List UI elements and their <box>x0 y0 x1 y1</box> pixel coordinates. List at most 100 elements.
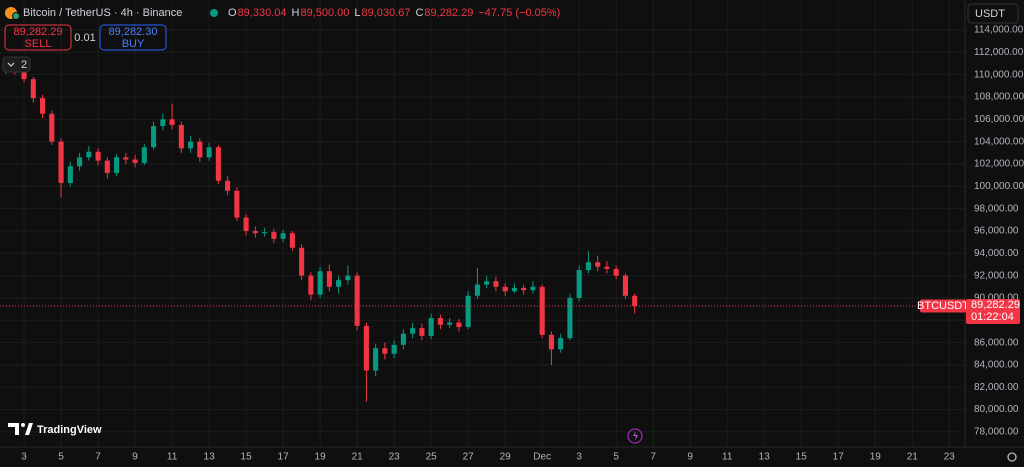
x-tick-label: 17 <box>833 452 845 463</box>
y-tick-label: 114,000.00 <box>974 25 1024 36</box>
candle-body <box>604 266 610 269</box>
candle-body <box>400 333 406 345</box>
events-bolt <box>633 431 638 441</box>
candle-body <box>336 280 342 287</box>
x-tick-label: 19 <box>870 452 882 463</box>
candle-body <box>151 126 157 148</box>
y-tick-label: 90,000.00 <box>974 293 1019 304</box>
candle-body <box>373 348 379 371</box>
x-tick-label: 11 <box>167 452 178 463</box>
candle-body <box>206 147 212 158</box>
logo-icon <box>8 423 19 435</box>
x-tick-label: 13 <box>204 452 216 463</box>
x-tick-label: 9 <box>132 452 138 463</box>
x-tick-label: 13 <box>759 452 771 463</box>
candles <box>3 64 638 402</box>
candle-body <box>502 286 508 292</box>
candle-body <box>280 233 286 239</box>
price-tag-price: 89,282.29 <box>971 299 1020 311</box>
x-tick-label: 15 <box>796 452 808 463</box>
y-tick-label: 100,000.00 <box>974 181 1024 192</box>
candle-body <box>521 287 527 291</box>
price-tag-countdown: 01:22:04 <box>971 311 1014 323</box>
candle-body <box>243 217 249 231</box>
x-tick-label: 11 <box>722 452 733 463</box>
settings-icon[interactable] <box>1007 452 1017 462</box>
y-tick-label: 104,000.00 <box>974 136 1024 147</box>
x-tick-label: 17 <box>278 452 290 463</box>
candle-body <box>363 325 369 371</box>
candle-body <box>178 124 184 149</box>
y-tick-label: 82,000.00 <box>974 382 1019 393</box>
y-tick-label: 106,000.00 <box>974 114 1024 125</box>
candle-body <box>40 98 46 114</box>
candle-body <box>215 147 221 181</box>
candle-body <box>188 141 194 149</box>
symbol-icon-quote <box>12 12 20 20</box>
candle-body <box>104 160 110 173</box>
ohlc-label: C <box>415 7 423 19</box>
x-tick-label: 29 <box>500 452 512 463</box>
x-tick-label: 15 <box>241 452 253 463</box>
x-tick-label: 9 <box>687 452 693 463</box>
ohlc-label: O <box>228 7 237 19</box>
candle-body <box>354 275 360 326</box>
sell-button[interactable] <box>4 24 72 51</box>
candle-body <box>169 119 175 125</box>
candle-body <box>123 157 129 160</box>
buy-label: BUY <box>122 38 145 50</box>
ohlc-label: H <box>292 7 300 19</box>
candle-body <box>558 338 564 350</box>
ohlc-value: 89,282.29 <box>424 7 473 19</box>
change: −47.75 (−0.05%) <box>478 7 560 19</box>
candle-body <box>58 141 64 183</box>
buy-button[interactable] <box>99 24 167 51</box>
ohlc-value: 89,500.00 <box>300 7 349 19</box>
candle-body <box>86 151 92 158</box>
y-tick-label: 78,000.00 <box>974 427 1019 438</box>
candle-body <box>30 79 36 99</box>
candle-body <box>141 147 147 163</box>
y-tick-label: 102,000.00 <box>974 159 1024 170</box>
candle-body <box>632 295 638 306</box>
y-tick-label: 80,000.00 <box>974 404 1019 415</box>
x-tick-label: 7 <box>650 452 656 463</box>
candle-body <box>95 151 101 161</box>
chevron-icon <box>7 62 15 67</box>
y-tick-label: 96,000.00 <box>974 226 1019 237</box>
currency-select[interactable] <box>967 3 1019 24</box>
x-tick-label: 23 <box>944 452 956 463</box>
candle-body <box>114 157 120 173</box>
candle-body <box>262 232 268 234</box>
logo-text: TradingView <box>37 424 102 436</box>
candle-body <box>613 268 619 276</box>
candle-body <box>585 262 591 271</box>
y-tick-label: 84,000.00 <box>974 360 1019 371</box>
candle-body <box>595 262 601 267</box>
candle-body <box>576 270 582 298</box>
x-tick-label: 5 <box>613 452 619 463</box>
candle-body <box>428 318 434 336</box>
candle-body <box>132 159 138 163</box>
logo[interactable]: TradingView <box>8 423 102 436</box>
candle-body <box>474 284 480 296</box>
symbol-title[interactable]: Bitcoin / TetherUS · 4h · Binance <box>23 7 182 19</box>
symbol-tag <box>920 299 966 313</box>
x-tick-label: 19 <box>315 452 327 463</box>
sell-label: SELL <box>25 38 52 50</box>
candle-body <box>289 233 295 248</box>
candle-body <box>77 157 83 167</box>
price-tag <box>966 298 1020 324</box>
candle-body <box>382 348 388 354</box>
candle-body <box>225 180 231 191</box>
candle-body <box>21 71 27 80</box>
axes: 78,000.00 80,000.00 82,000.00 84,000.00 86,0… <box>21 25 1024 463</box>
x-tick-label: 27 <box>463 452 475 463</box>
indicators-toggle[interactable] <box>2 56 31 73</box>
market-status[interactable] <box>210 9 218 17</box>
ohlc-legend: O 89,330.04 H 89,500.00 L 89,030.67 C 89,282.29… <box>228 7 560 19</box>
candle-body <box>252 230 258 234</box>
candle-body <box>49 113 55 142</box>
x-tick-label: 21 <box>352 452 364 463</box>
events-icon[interactable] <box>627 428 643 444</box>
